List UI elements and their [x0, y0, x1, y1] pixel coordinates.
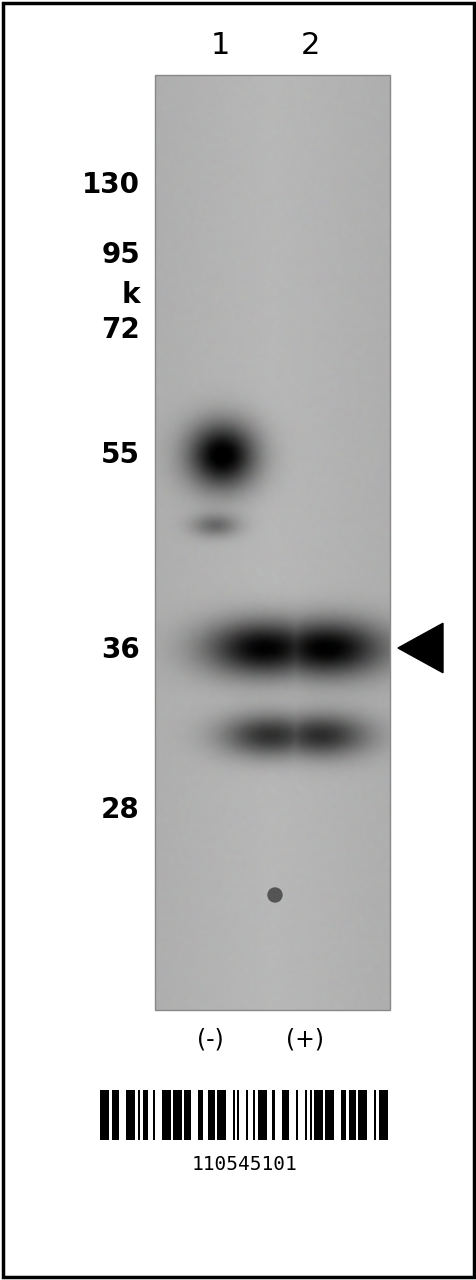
- Bar: [208, 1091, 215, 1140]
- Bar: [246, 1091, 248, 1140]
- Text: 95: 95: [101, 241, 140, 269]
- Bar: [162, 1091, 170, 1140]
- Bar: [112, 1091, 119, 1140]
- Text: 1: 1: [210, 31, 229, 59]
- Bar: [126, 1091, 135, 1140]
- Bar: [296, 1091, 298, 1140]
- Bar: [138, 1091, 140, 1140]
- Text: 72: 72: [101, 316, 140, 344]
- Bar: [217, 1091, 226, 1140]
- Text: (-): (-): [196, 1028, 223, 1052]
- Text: 130: 130: [82, 172, 140, 198]
- Bar: [258, 1091, 267, 1140]
- Bar: [304, 1091, 307, 1140]
- Bar: [373, 1091, 375, 1140]
- Bar: [143, 1091, 148, 1140]
- Text: 55: 55: [101, 442, 140, 468]
- Bar: [155, 76, 389, 1010]
- Bar: [232, 1091, 235, 1140]
- Bar: [237, 1091, 238, 1140]
- Bar: [271, 1091, 275, 1140]
- Bar: [357, 1091, 366, 1140]
- Bar: [309, 1091, 311, 1140]
- Text: 28: 28: [101, 796, 140, 824]
- Bar: [173, 1091, 182, 1140]
- Bar: [324, 1091, 333, 1140]
- Bar: [281, 1091, 288, 1140]
- Text: k: k: [121, 282, 140, 308]
- Bar: [153, 1091, 155, 1140]
- Text: 110545101: 110545101: [192, 1155, 297, 1174]
- Text: 2: 2: [300, 31, 319, 59]
- Polygon shape: [397, 623, 442, 673]
- Text: (+): (+): [286, 1028, 323, 1052]
- Bar: [378, 1091, 387, 1140]
- Bar: [198, 1091, 203, 1140]
- Bar: [252, 1091, 255, 1140]
- Circle shape: [268, 888, 281, 902]
- Bar: [313, 1091, 322, 1140]
- Bar: [340, 1091, 345, 1140]
- Text: 36: 36: [101, 636, 140, 664]
- Bar: [348, 1091, 355, 1140]
- Bar: [184, 1091, 190, 1140]
- Bar: [100, 1091, 109, 1140]
